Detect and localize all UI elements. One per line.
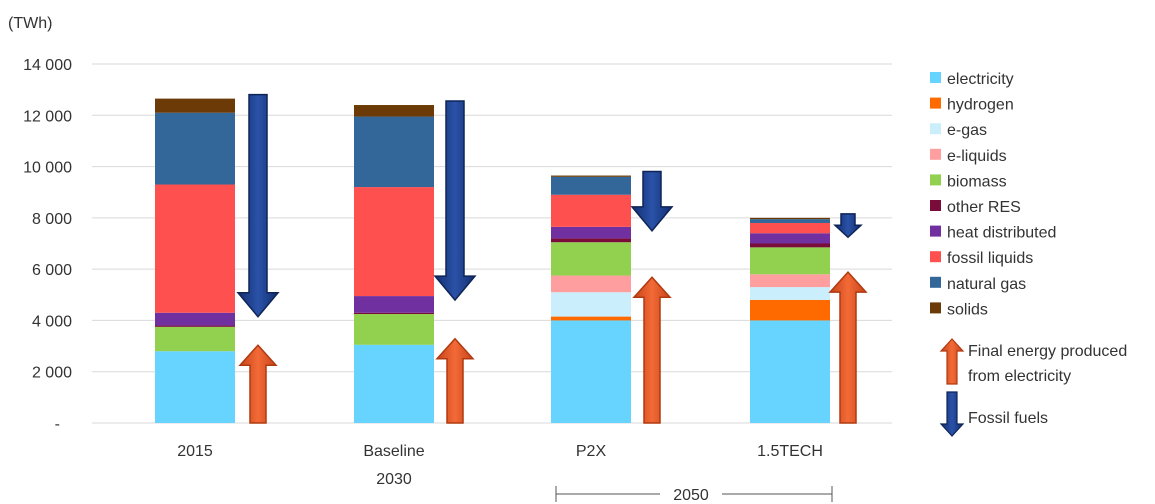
bar-segment-hydrogen bbox=[750, 299, 830, 321]
x-axis: 2015 Baseline 2030 P2X 1.5TECH 2050 bbox=[177, 443, 833, 504]
bar-segment-solids bbox=[750, 217, 830, 220]
bar-segment-other-RES bbox=[551, 238, 631, 243]
y-tick-label: 14 000 bbox=[23, 57, 72, 74]
legend-swatch bbox=[930, 174, 941, 186]
legend-swatch bbox=[930, 251, 941, 263]
bar-segment-electricity bbox=[551, 320, 631, 423]
y-tick-label: 8 000 bbox=[32, 211, 72, 228]
legend-swatch bbox=[930, 276, 941, 288]
bar-segment-biomass bbox=[551, 242, 631, 276]
legend-label: electricity bbox=[947, 71, 1014, 88]
legend-swatch bbox=[930, 123, 941, 135]
group-label: 2050 bbox=[673, 487, 709, 504]
bar-segment-heat-distributed bbox=[354, 296, 434, 313]
bar-segment-natural-gas bbox=[354, 116, 434, 188]
fossil-arrow bbox=[833, 213, 863, 239]
y-axis: - 2 000 4 000 6 000 8 000 10 000 12 000 14 000 bbox=[23, 57, 72, 433]
bar-segment-natural-gas bbox=[155, 112, 235, 185]
y-tick-label: 2 000 bbox=[32, 365, 72, 382]
bar-segment-fossil-liquids bbox=[551, 194, 631, 227]
legend-label: e-gas bbox=[947, 122, 987, 139]
legend-swatch bbox=[930, 200, 941, 211]
bar-segment-other-RES bbox=[354, 312, 434, 315]
fossil-arrow bbox=[433, 100, 477, 302]
unit-label: (TWh) bbox=[8, 15, 52, 32]
bar-segment-solids bbox=[551, 175, 631, 177]
legend-swatch bbox=[930, 225, 941, 237]
arrows bbox=[236, 93, 868, 424]
bar-segment-natural-gas bbox=[551, 176, 631, 195]
y-tick-label: 6 000 bbox=[32, 262, 72, 279]
legend-fossil-arrow-icon bbox=[939, 391, 965, 437]
legend-label: solids bbox=[947, 301, 988, 318]
legend-label: biomass bbox=[947, 173, 1007, 190]
legend-label: e-liquids bbox=[947, 148, 1007, 165]
bar-segment-e-liquids bbox=[551, 275, 631, 293]
legend-swatch bbox=[930, 72, 941, 83]
bar-segment-e-gas bbox=[750, 287, 830, 300]
electricity-arrow bbox=[238, 344, 278, 424]
electricity-arrow bbox=[435, 337, 475, 424]
bar-segment-solids bbox=[354, 105, 434, 117]
legend-label: other RES bbox=[947, 199, 1021, 216]
electricity-arrow bbox=[632, 276, 672, 424]
legend: electricity hydrogen e-gas e-liquids biomass… bbox=[930, 71, 1127, 437]
x-tick-label: P2X bbox=[576, 443, 607, 460]
bar-segment-natural-gas bbox=[750, 219, 830, 223]
bar-segment-solids bbox=[155, 98, 235, 113]
legend-label: natural gas bbox=[947, 276, 1026, 293]
bar-segment-heat-distributed bbox=[551, 226, 631, 239]
y-tick-label: 10 000 bbox=[23, 160, 72, 177]
bar-segment-e-gas bbox=[551, 292, 631, 317]
legend-fossil-arrow-label: Fossil fuels bbox=[968, 410, 1048, 427]
bar-segment-biomass bbox=[155, 326, 235, 352]
x-tick-label: Baseline bbox=[363, 443, 424, 460]
legend-swatch bbox=[930, 97, 941, 109]
fossil-arrow bbox=[236, 93, 280, 318]
legend-swatch bbox=[930, 302, 941, 314]
legend-label: fossil liquids bbox=[947, 250, 1033, 267]
legend-label: heat distributed bbox=[947, 225, 1056, 242]
bar-segment-heat-distributed bbox=[750, 233, 830, 244]
bar-segment-hydrogen bbox=[551, 316, 631, 321]
legend-electricity-arrow-label: Final energy produced bbox=[968, 343, 1127, 360]
bar-segment-other-RES bbox=[155, 325, 235, 327]
electricity-arrow bbox=[828, 270, 868, 424]
bar-segment-heat-distributed bbox=[155, 312, 235, 326]
bar-segment-other-RES bbox=[750, 243, 830, 248]
bars bbox=[155, 98, 830, 423]
x-tick-label-line2: 2030 bbox=[376, 471, 412, 488]
y-tick-label: 12 000 bbox=[23, 108, 72, 125]
bar-segment-fossil-liquids bbox=[155, 184, 235, 313]
legend-electricity-arrow-icon bbox=[939, 338, 965, 385]
bar-segment-biomass bbox=[750, 247, 830, 275]
x-tick-label: 2015 bbox=[177, 443, 213, 460]
bar-segment-electricity bbox=[354, 344, 434, 423]
fossil-arrow bbox=[630, 170, 674, 233]
bar-segment-electricity bbox=[750, 320, 830, 423]
bar-segment-fossil-liquids bbox=[750, 222, 830, 234]
legend-label: hydrogen bbox=[947, 97, 1014, 114]
y-tick-label: 4 000 bbox=[32, 313, 72, 330]
bar-segment-electricity bbox=[155, 351, 235, 423]
legend-swatch bbox=[930, 148, 941, 160]
bar-segment-biomass bbox=[354, 314, 434, 345]
bar-segment-fossil-liquids bbox=[354, 187, 434, 297]
legend-electricity-arrow-label-line2: from electricity bbox=[968, 368, 1071, 385]
y-tick-label: - bbox=[55, 416, 60, 433]
bar-segment-e-liquids bbox=[750, 274, 830, 288]
x-tick-label: 1.5TECH bbox=[757, 443, 823, 460]
